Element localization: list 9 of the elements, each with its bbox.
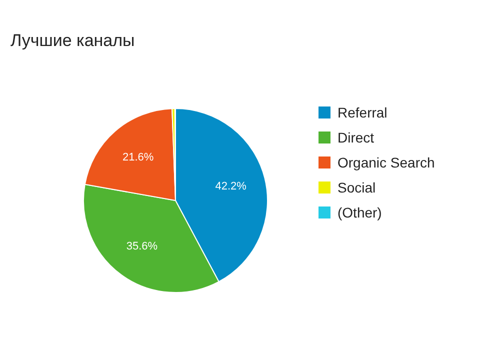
legend-label: (Other) <box>338 204 382 220</box>
legend-label: Social <box>338 180 376 196</box>
chart-title: Лучшие каналы <box>10 31 135 50</box>
data-label: 35.6% <box>126 240 158 253</box>
legend-label: Organic Search <box>338 154 435 170</box>
legend-label: Direct <box>338 130 374 146</box>
data-label: 21.6% <box>122 151 154 164</box>
data-label: 42.2% <box>215 180 247 193</box>
legend-label: Referral <box>338 104 388 120</box>
